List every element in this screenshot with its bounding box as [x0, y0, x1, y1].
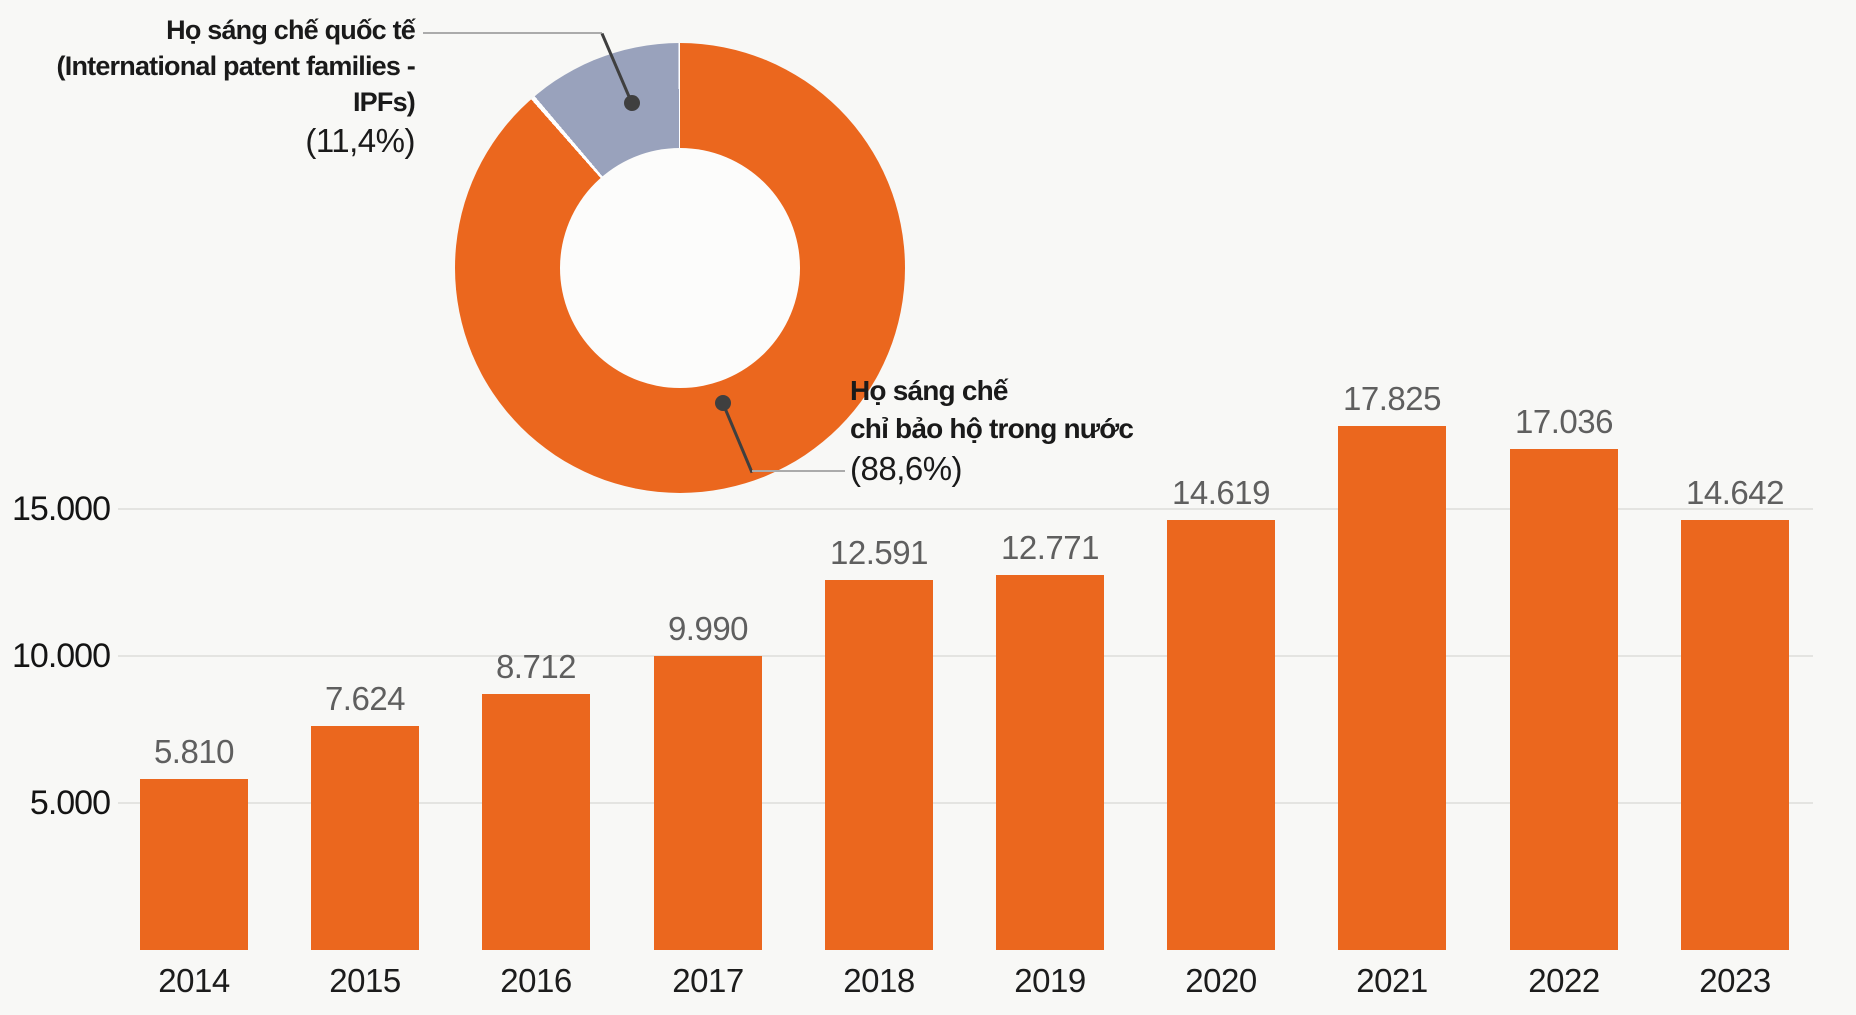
bar-value-label-2016: 8.712 — [495, 648, 577, 685]
bar-2022 — [1510, 449, 1618, 950]
gridline-15000 — [118, 508, 1813, 510]
x-axis-label-2023: 2023 — [1699, 962, 1771, 999]
x-axis-label-2014: 2014 — [158, 962, 230, 999]
donut-label-international: Họ sáng chế quốc tế (International paten… — [0, 12, 416, 160]
bar-value-label-2022: 17.036 — [1515, 403, 1613, 440]
x-axis-label-2016: 2016 — [500, 962, 572, 999]
bar-2017 — [654, 656, 762, 950]
donut-label-domestic-percent: (88,6%) — [850, 450, 963, 487]
leader-line-domestic-horizontal — [752, 470, 845, 472]
leader-line-international-horizontal — [423, 32, 602, 34]
donut-label-international-line1: Họ sáng chế quốc tế — [166, 15, 416, 45]
y-axis-tick-5000: 5.000 — [29, 784, 111, 822]
donut-label-international-percent: (11,4%) — [305, 122, 415, 159]
leader-dot-international — [624, 95, 640, 111]
bar-value-label-2015: 7.624 — [324, 680, 406, 717]
bar-2020 — [1167, 520, 1275, 950]
donut-label-domestic-line1: Họ sáng chế — [850, 375, 1008, 406]
donut-label-domestic: Họ sáng chế chỉ bảo hộ trong nước (88,6%… — [850, 372, 1270, 490]
bar-value-label-2018: 12.591 — [830, 534, 928, 571]
bar-value-label-2019: 12.771 — [1001, 529, 1099, 566]
x-axis-label-2017: 2017 — [672, 962, 744, 999]
bar-2014 — [140, 779, 248, 950]
x-axis-label-2015: 2015 — [329, 962, 401, 999]
x-axis-label-2021: 2021 — [1356, 962, 1428, 999]
gridline-5000 — [118, 802, 1813, 804]
gridline-10000 — [118, 655, 1813, 657]
x-axis-label-2019: 2019 — [1014, 962, 1086, 999]
bar-2015 — [311, 726, 419, 950]
bar-2023 — [1681, 520, 1789, 950]
bar-2016 — [482, 694, 590, 950]
bar-2021 — [1338, 426, 1446, 950]
bar-value-label-2023: 14.642 — [1686, 474, 1784, 511]
bar-value-label-2014: 5.810 — [153, 733, 235, 770]
bar-2018 — [825, 580, 933, 950]
donut-label-international-line2: (International patent families - IPFs) — [56, 51, 416, 117]
bar-value-label-2021: 17.825 — [1343, 380, 1441, 417]
donut-hole — [560, 148, 800, 388]
y-axis-tick-10000: 10.000 — [12, 637, 111, 675]
bar-value-label-2020: 14.619 — [1172, 474, 1270, 511]
leader-dot-domestic — [715, 395, 731, 411]
donut-label-domestic-line2: chỉ bảo hộ trong nước — [850, 413, 1134, 444]
bar-value-label-2017: 9.990 — [667, 610, 749, 647]
x-axis-label-2018: 2018 — [843, 962, 915, 999]
bar-2019 — [996, 575, 1104, 950]
x-axis-label-2022: 2022 — [1528, 962, 1600, 999]
y-axis-tick-15000: 15.000 — [12, 490, 111, 528]
x-axis-label-2020: 2020 — [1185, 962, 1257, 999]
